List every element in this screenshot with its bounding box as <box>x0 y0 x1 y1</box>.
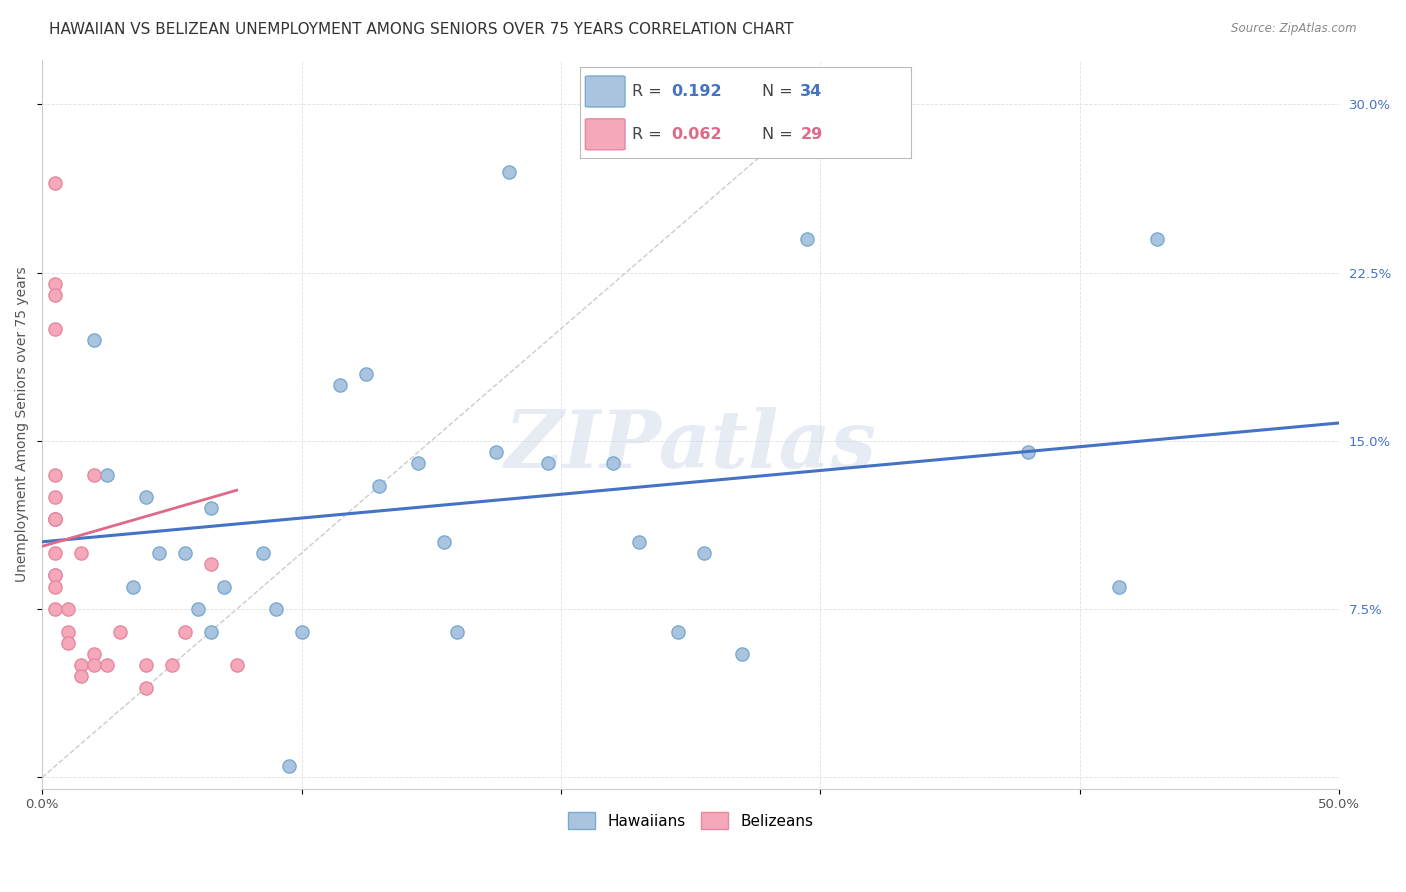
Point <box>44 176 66 190</box>
Point <box>356 367 378 381</box>
Point <box>83 333 105 347</box>
Point <box>200 624 222 639</box>
Point <box>329 377 352 392</box>
Point <box>1146 232 1168 246</box>
Point <box>70 669 93 683</box>
Legend: Hawaiians, Belizeans: Hawaiians, Belizeans <box>561 805 820 836</box>
Point <box>44 568 66 582</box>
Point <box>44 568 66 582</box>
Point <box>666 624 689 639</box>
Point <box>135 490 157 504</box>
Point <box>44 512 66 526</box>
Text: HAWAIIAN VS BELIZEAN UNEMPLOYMENT AMONG SENIORS OVER 75 YEARS CORRELATION CHART: HAWAIIAN VS BELIZEAN UNEMPLOYMENT AMONG … <box>49 22 794 37</box>
Point <box>485 445 508 459</box>
Point <box>96 467 118 482</box>
Point <box>290 624 312 639</box>
Point <box>602 456 624 470</box>
Point <box>44 512 66 526</box>
Point <box>44 580 66 594</box>
Point <box>433 534 456 549</box>
Point <box>173 546 195 560</box>
Point <box>70 658 93 673</box>
Point <box>187 602 209 616</box>
Point <box>135 681 157 695</box>
Point <box>368 479 391 493</box>
Point <box>135 658 157 673</box>
Point <box>406 456 429 470</box>
Point <box>200 501 222 516</box>
Point <box>160 658 183 673</box>
Point <box>537 456 560 470</box>
Point <box>96 658 118 673</box>
Point <box>225 658 247 673</box>
Point <box>83 467 105 482</box>
Point <box>44 288 66 302</box>
Point <box>173 624 195 639</box>
Point <box>44 512 66 526</box>
Point <box>56 602 79 616</box>
Point <box>498 165 520 179</box>
Point <box>731 647 754 661</box>
Point <box>44 322 66 336</box>
Point <box>264 602 287 616</box>
Point <box>627 534 650 549</box>
Point <box>56 624 79 639</box>
Point <box>44 467 66 482</box>
Point <box>83 658 105 673</box>
Point <box>44 602 66 616</box>
Point <box>70 546 93 560</box>
Point <box>212 580 235 594</box>
Point <box>83 647 105 661</box>
Point <box>692 546 714 560</box>
Text: Source: ZipAtlas.com: Source: ZipAtlas.com <box>1232 22 1357 36</box>
Point <box>44 277 66 291</box>
Point <box>446 624 468 639</box>
Point <box>1108 580 1130 594</box>
Point <box>56 636 79 650</box>
Point <box>277 759 299 773</box>
Point <box>122 580 145 594</box>
Point <box>252 546 274 560</box>
Point <box>44 546 66 560</box>
Point <box>108 624 131 639</box>
Point <box>148 546 170 560</box>
Y-axis label: Unemployment Among Seniors over 75 years: Unemployment Among Seniors over 75 years <box>15 266 30 582</box>
Point <box>200 558 222 572</box>
Text: ZIPatlas: ZIPatlas <box>505 407 877 484</box>
Point <box>796 232 818 246</box>
Point <box>44 490 66 504</box>
Point <box>1017 445 1039 459</box>
